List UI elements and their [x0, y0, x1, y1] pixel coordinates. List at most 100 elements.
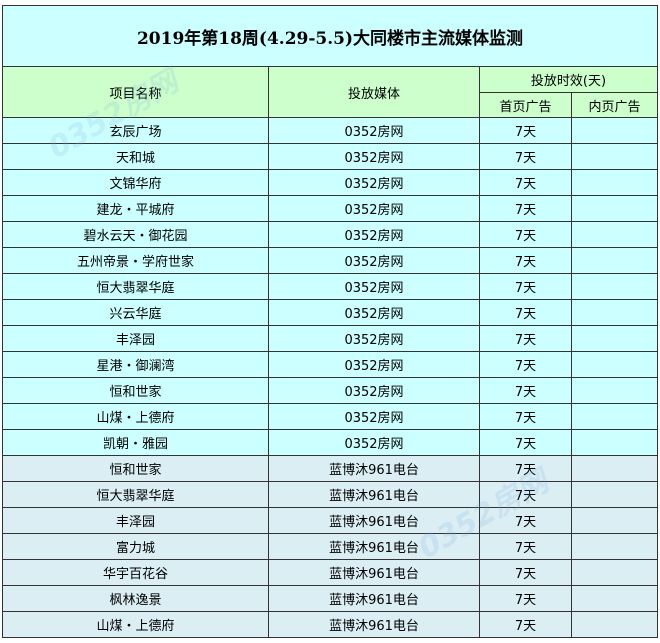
homepage-ad-cell: 7天: [479, 221, 572, 248]
project-cell: 星港・御澜湾: [2, 351, 269, 378]
homepage-ad-cell: 7天: [479, 169, 572, 196]
project-cell: 富力城: [2, 533, 269, 560]
inner-ad-cell: [571, 377, 658, 404]
table-row: 山煤・上德府 0352房网 7天: [2, 403, 658, 430]
homepage-ad-cell: 7天: [479, 143, 572, 170]
inner-ad-cell: [571, 611, 658, 638]
table-row: 建龙・平城府 0352房网 7天: [2, 195, 658, 222]
media-monitor-table: 2019年第18周(4.29-5.5)大同楼市主流媒体监测 项目名称 投放媒体 …: [2, 5, 658, 638]
project-cell: 建龙・平城府: [2, 195, 269, 222]
inner-ad-cell: [571, 403, 658, 430]
media-cell: 0352房网: [268, 299, 480, 326]
project-cell: 恒大翡翠华庭: [2, 481, 269, 508]
media-cell: 蓝博沐961电台: [268, 481, 480, 508]
homepage-ad-cell: 7天: [479, 273, 572, 300]
inner-ad-cell: [571, 117, 658, 144]
table-row: 凯朝・雅园 0352房网 7天: [2, 429, 658, 456]
table-row: 恒和世家 蓝博沐961电台 7天: [2, 455, 658, 482]
table-row: 丰泽园 蓝博沐961电台 7天: [2, 507, 658, 534]
table-row: 富力城 蓝博沐961电台 7天: [2, 533, 658, 560]
table-title: 2019年第18周(4.29-5.5)大同楼市主流媒体监测: [2, 5, 658, 67]
homepage-ad-cell: 7天: [479, 585, 572, 612]
inner-ad-cell: [571, 429, 658, 456]
project-cell: 凯朝・雅园: [2, 429, 269, 456]
project-cell: 枫林逸景: [2, 585, 269, 612]
header-media: 投放媒体: [268, 66, 480, 118]
homepage-ad-cell: 7天: [479, 351, 572, 378]
table-row: 恒大翡翠华庭 蓝博沐961电台 7天: [2, 481, 658, 508]
table-row: 五州帝景・学府世家 0352房网 7天: [2, 247, 658, 274]
homepage-ad-cell: 7天: [479, 117, 572, 144]
table-row: 丰泽园 0352房网 7天: [2, 325, 658, 352]
project-cell: 兴云华庭: [2, 299, 269, 326]
homepage-ad-cell: 7天: [479, 481, 572, 508]
media-cell: 蓝博沐961电台: [268, 559, 480, 586]
project-cell: 文锦华府: [2, 169, 269, 196]
project-cell: 华宇百花谷: [2, 559, 269, 586]
media-cell: 0352房网: [268, 117, 480, 144]
table-row: 玄辰广场 0352房网 7天: [2, 117, 658, 144]
media-cell: 蓝博沐961电台: [268, 455, 480, 482]
inner-ad-cell: [571, 247, 658, 274]
inner-ad-cell: [571, 351, 658, 378]
inner-ad-cell: [571, 195, 658, 222]
project-cell: 山煤・上德府: [2, 403, 269, 430]
homepage-ad-cell: 7天: [479, 377, 572, 404]
inner-ad-cell: [571, 273, 658, 300]
media-cell: 0352房网: [268, 403, 480, 430]
table-row: 星港・御澜湾 0352房网 7天: [2, 351, 658, 378]
homepage-ad-cell: 7天: [479, 507, 572, 534]
project-cell: 恒大翡翠华庭: [2, 273, 269, 300]
media-cell: 0352房网: [268, 273, 480, 300]
inner-ad-cell: [571, 221, 658, 248]
table-row: 文锦华府 0352房网 7天: [2, 169, 658, 196]
project-cell: 天和城: [2, 143, 269, 170]
homepage-ad-cell: 7天: [479, 559, 572, 586]
project-cell: 恒和世家: [2, 455, 269, 482]
table-row: 兴云华庭 0352房网 7天: [2, 299, 658, 326]
header-homepage-ad: 首页广告: [479, 92, 572, 118]
homepage-ad-cell: 7天: [479, 533, 572, 560]
media-cell: 0352房网: [268, 195, 480, 222]
media-cell: 蓝博沐961电台: [268, 611, 480, 638]
inner-ad-cell: [571, 533, 658, 560]
table-row: 碧水云天・御花园 0352房网 7天: [2, 221, 658, 248]
homepage-ad-cell: 7天: [479, 325, 572, 352]
inner-ad-cell: [571, 507, 658, 534]
table-row: 华宇百花谷 蓝博沐961电台 7天: [2, 559, 658, 586]
project-cell: 山煤・上德府: [2, 611, 269, 638]
media-cell: 蓝博沐961电台: [268, 507, 480, 534]
inner-ad-cell: [571, 481, 658, 508]
homepage-ad-cell: 7天: [479, 429, 572, 456]
table-row: 天和城 0352房网 7天: [2, 143, 658, 170]
media-cell: 蓝博沐961电台: [268, 533, 480, 560]
inner-ad-cell: [571, 143, 658, 170]
table-row: 恒和世家 0352房网 7天: [2, 377, 658, 404]
homepage-ad-cell: 7天: [479, 403, 572, 430]
project-cell: 恒和世家: [2, 377, 269, 404]
project-cell: 丰泽园: [2, 507, 269, 534]
homepage-ad-cell: 7天: [479, 455, 572, 482]
media-cell: 0352房网: [268, 247, 480, 274]
homepage-ad-cell: 7天: [479, 299, 572, 326]
inner-ad-cell: [571, 585, 658, 612]
table-row: 恒大翡翠华庭 0352房网 7天: [2, 273, 658, 300]
homepage-ad-cell: 7天: [479, 195, 572, 222]
media-cell: 0352房网: [268, 169, 480, 196]
inner-ad-cell: [571, 455, 658, 482]
inner-ad-cell: [571, 559, 658, 586]
header-inner-ad: 内页广告: [571, 92, 658, 118]
inner-ad-cell: [571, 325, 658, 352]
header-project: 项目名称: [2, 66, 269, 118]
header-duration: 投放时效(天): [479, 66, 658, 93]
table-row: 山煤・上德府 蓝博沐961电台 7天: [2, 611, 658, 638]
table-row: 枫林逸景 蓝博沐961电台 7天: [2, 585, 658, 612]
project-cell: 五州帝景・学府世家: [2, 247, 269, 274]
project-cell: 碧水云天・御花园: [2, 221, 269, 248]
project-cell: 丰泽园: [2, 325, 269, 352]
homepage-ad-cell: 7天: [479, 247, 572, 274]
homepage-ad-cell: 7天: [479, 611, 572, 638]
inner-ad-cell: [571, 299, 658, 326]
media-cell: 0352房网: [268, 429, 480, 456]
media-cell: 0352房网: [268, 325, 480, 352]
